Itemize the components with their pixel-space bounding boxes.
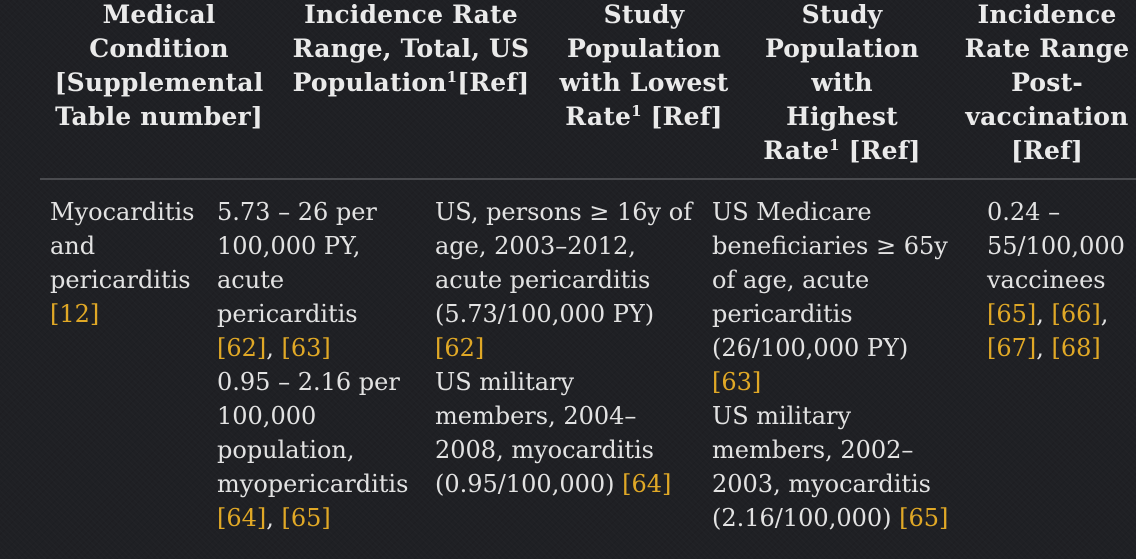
reference-link[interactable]: [65] <box>899 504 949 532</box>
reference-link[interactable]: [62] <box>217 334 267 362</box>
reference-line: (0.95/100,000) [64] <box>435 470 672 498</box>
header-text: [Supplemental <box>54 68 264 97</box>
reference-link[interactable]: [63] <box>712 368 762 396</box>
header-text: Highest <box>786 102 898 131</box>
header-text: vaccination <box>965 102 1129 131</box>
cell-highest-rate: US Medicare beneficiaries ≥ 65y of age, … <box>712 195 982 535</box>
reference-link[interactable]: [63] <box>281 334 331 362</box>
header-text: Population <box>566 34 722 63</box>
cell-total-range: 5.73 – 26 per 100,000 PY, acute pericard… <box>217 195 432 535</box>
cell-text: 5.73 – 26 per <box>217 198 377 226</box>
reference-line: [62], [63] <box>217 334 331 362</box>
cell-text: 2003, myocarditis <box>712 470 931 498</box>
cell-text: population, <box>217 436 355 464</box>
header-incidence-rate-total: Incidence Rate Range, Total, US Populati… <box>284 0 538 103</box>
cell-text: 2008, myocarditis <box>435 436 654 464</box>
cell-text: (5.73/100,000 PY) <box>435 300 655 328</box>
cell-text: US military <box>712 402 852 430</box>
header-highest-rate: Study Population with Highest Rate1 [Ref… <box>752 0 932 171</box>
cell-text: 55/100,000 <box>987 232 1125 260</box>
cell-text: Myocarditis <box>50 198 195 226</box>
reference-link[interactable]: [67] <box>987 334 1037 362</box>
cell-text: pericarditis <box>50 266 191 294</box>
header-text: Medical <box>102 0 216 29</box>
cell-text: age, 2003–2012, <box>435 232 636 260</box>
reference-link[interactable]: [65] <box>281 504 331 532</box>
cell-text: and <box>50 232 96 260</box>
cell-text: US Medicare <box>712 198 872 226</box>
cell-text: pericarditis <box>217 300 358 328</box>
cell-post-vaccination: 0.24 – 55/100,000 vaccinees [65], [66], … <box>987 195 1136 365</box>
cell-text: members, 2002– <box>712 436 914 464</box>
cell-text: 100,000 <box>217 402 317 430</box>
cell-text: vaccinees <box>987 266 1106 294</box>
header-text: with Lowest <box>559 68 729 97</box>
reference-link[interactable]: [64] <box>217 504 267 532</box>
reference-line: [64], [65] <box>217 504 331 532</box>
cell-text: 100,000 PY, <box>217 232 361 260</box>
cell-text: US, persons ≥ 16y of <box>435 198 693 226</box>
reference-line: (2.16/100,000) [65] <box>712 504 949 532</box>
cell-text: 0.95 – 2.16 per <box>217 368 400 396</box>
header-text: with <box>811 68 873 97</box>
cell-text: beneficiaries ≥ 65y <box>712 232 948 260</box>
header-text: Incidence <box>977 0 1117 29</box>
header-text: Study <box>801 0 883 29</box>
superscript: 1 <box>631 102 642 120</box>
cell-text: of age, acute <box>712 266 870 294</box>
reference-link[interactable]: [66] <box>1051 300 1101 328</box>
cell-text: US military <box>435 368 575 396</box>
cell-text: (26/100,000 PY) <box>712 334 909 362</box>
superscript: 1 <box>829 136 840 154</box>
header-text: Study <box>603 0 685 29</box>
cell-text: pericarditis <box>712 300 853 328</box>
cell-condition: Myocarditis and pericarditis [12] <box>50 195 210 331</box>
header-text: Population <box>764 34 920 63</box>
header-text: Table number] <box>55 102 263 131</box>
header-medical-condition: Medical Condition [Supplemental Table nu… <box>48 0 270 134</box>
header-lowest-rate: Study Population with Lowest Rate1 [Ref] <box>552 0 736 137</box>
cell-text: acute pericarditis <box>435 266 651 294</box>
reference-line: [67], [68] <box>987 334 1101 362</box>
header-divider <box>40 178 1136 180</box>
cell-text: 0.24 – <box>987 198 1061 226</box>
header-text: Incidence Rate <box>304 0 518 29</box>
header-text-last: Population1[Ref] <box>292 68 530 97</box>
header-text: Condition <box>89 34 229 63</box>
reference-line: [65], [66], <box>987 300 1109 328</box>
superscript: 1 <box>446 68 458 86</box>
reference-link[interactable]: [12] <box>50 300 100 328</box>
header-text: Range, Total, US <box>292 34 530 63</box>
cell-lowest-rate: US, persons ≥ 16y of age, 2003–2012, acu… <box>435 195 705 501</box>
reference-link[interactable]: [65] <box>987 300 1037 328</box>
header-text: Post- <box>1011 68 1083 97</box>
header-text: [Ref] <box>1010 136 1084 165</box>
cell-text: myopericarditis <box>217 470 409 498</box>
reference-link[interactable]: [64] <box>622 470 672 498</box>
cell-text: members, 2004– <box>435 402 637 430</box>
header-text: Rate Range <box>964 34 1130 63</box>
header-post-vaccination: Incidence Rate Range Post- vaccination [… <box>952 0 1136 168</box>
header-text-last: Rate1 [Ref] <box>763 136 921 165</box>
header-text-last: Rate1 [Ref] <box>565 102 723 131</box>
reference-link[interactable]: [62] <box>435 334 485 362</box>
reference-link[interactable]: [68] <box>1051 334 1101 362</box>
cell-text: acute <box>217 266 285 294</box>
